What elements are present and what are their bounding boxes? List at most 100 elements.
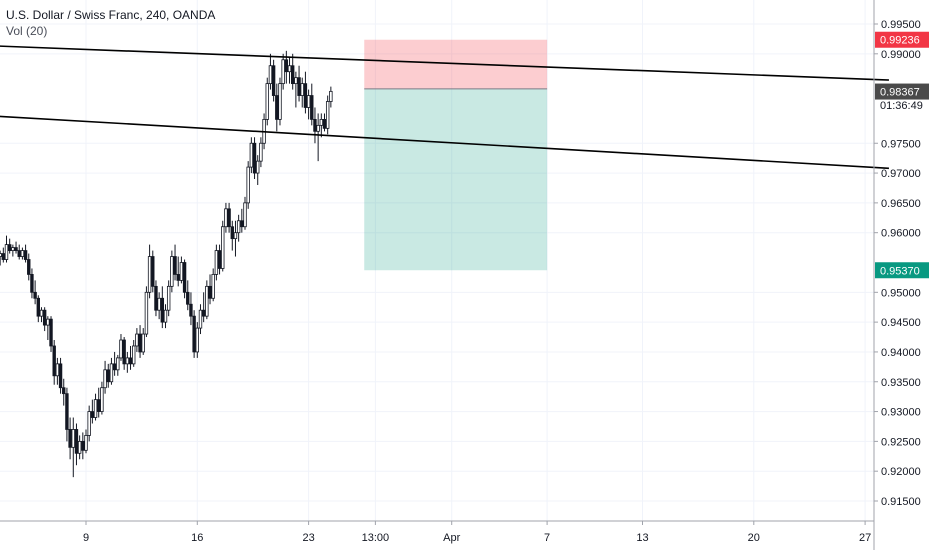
candle [128, 345, 133, 370]
candle [316, 113, 320, 162]
candle [11, 244, 15, 257]
price-tick-label: 0.92000 [881, 466, 921, 478]
candle [112, 351, 117, 376]
candle [179, 256, 184, 284]
stop-loss-price-tag: 0.99236 [875, 31, 929, 48]
candle [214, 244, 219, 281]
candle [20, 247, 25, 260]
countdown-price-tag: 01:36:49 [875, 97, 929, 114]
candle [71, 417, 75, 478]
candle [306, 89, 311, 120]
candle [0, 250, 2, 266]
candle [46, 316, 50, 341]
candle [138, 325, 142, 358]
candle [303, 71, 308, 114]
candle [160, 286, 165, 329]
candle [310, 83, 314, 126]
price-tick-label: 0.99500 [881, 19, 921, 31]
candle [290, 53, 295, 90]
candle [33, 280, 37, 305]
time-axis[interactable]: 9 16 23 13:00 Apr 7 13 20 27 [83, 521, 871, 544]
candle [300, 77, 304, 108]
candle [144, 286, 149, 338]
price-tick-label: 0.97500 [881, 138, 921, 150]
time-tick-label: 7 [544, 532, 550, 544]
candle [119, 334, 123, 361]
price-tick-label: 0.93000 [881, 407, 921, 419]
candle [58, 357, 63, 394]
candle [93, 393, 98, 421]
candle [87, 405, 91, 442]
svg-text:01:36:49: 01:36:49 [880, 100, 923, 112]
candle [154, 280, 158, 317]
candle [281, 53, 285, 90]
candle [227, 202, 231, 233]
candle [81, 432, 85, 460]
svg-text:0.98367: 0.98367 [880, 87, 920, 99]
candle [329, 86, 333, 108]
candle [189, 292, 193, 326]
candle [151, 250, 155, 293]
candle [77, 435, 82, 460]
price-axis[interactable]: 0.99500 0.99000 0.97500 0.97000 0.96500 0.960… [874, 19, 921, 508]
candle [182, 259, 187, 299]
volume-indicator-label[interactable]: Vol (20) [6, 24, 48, 38]
candle [186, 280, 190, 311]
candle [259, 137, 263, 168]
candle [224, 202, 228, 233]
price-tick-label: 0.97000 [881, 168, 921, 180]
time-tick-label: 16 [191, 532, 203, 544]
candle [271, 59, 276, 102]
candle [297, 65, 301, 102]
chart-legend: U.S. Dollar / Swiss Franc, 240, OANDA Vo… [6, 7, 215, 39]
trendlines[interactable] [0, 45, 889, 170]
candle [135, 328, 139, 352]
candle [233, 220, 238, 257]
candle [147, 244, 152, 299]
candle [166, 280, 171, 317]
candle [170, 250, 174, 293]
take-profit-zone[interactable] [364, 88, 548, 271]
trendline-2[interactable] [0, 115, 889, 170]
time-tick-label: 20 [748, 532, 760, 544]
candle [42, 307, 47, 332]
candle [103, 360, 107, 394]
take-profit-price-tag: 0.95370 [875, 262, 929, 279]
candle [7, 238, 12, 254]
price-tick-label: 0.94500 [881, 317, 921, 329]
candle [217, 244, 222, 275]
time-tick-label: 23 [302, 532, 314, 544]
candles [0, 50, 333, 478]
candle [319, 113, 324, 138]
candle [287, 56, 292, 84]
svg-text:0.99236: 0.99236 [880, 35, 920, 47]
candle [1, 247, 6, 263]
candle [173, 244, 177, 281]
stop-loss-zone[interactable] [364, 39, 548, 89]
candle [198, 304, 203, 335]
time-tick-label: 27 [859, 532, 871, 544]
candle [243, 196, 247, 230]
candle [246, 161, 250, 209]
candle [131, 340, 136, 367]
time-tick-label: Apr [443, 532, 460, 544]
position-tool[interactable] [364, 39, 548, 271]
candle [36, 295, 40, 323]
candle [240, 208, 244, 233]
candle [201, 292, 206, 323]
candle [49, 316, 53, 352]
price-tick-label: 0.95000 [881, 287, 921, 299]
candle [68, 417, 72, 460]
time-tick-label: 13:00 [362, 532, 390, 544]
price-tick-label: 0.92500 [881, 436, 921, 448]
candle [14, 241, 18, 254]
candle [252, 137, 257, 180]
candle [157, 292, 161, 320]
price-tick-label: 0.91500 [881, 496, 921, 508]
candle [205, 280, 209, 320]
candle [55, 357, 60, 385]
symbol-title[interactable]: U.S. Dollar / Swiss Franc, 240, OANDA [6, 8, 216, 22]
trendline-1[interactable] [0, 45, 889, 81]
candle [62, 378, 66, 406]
